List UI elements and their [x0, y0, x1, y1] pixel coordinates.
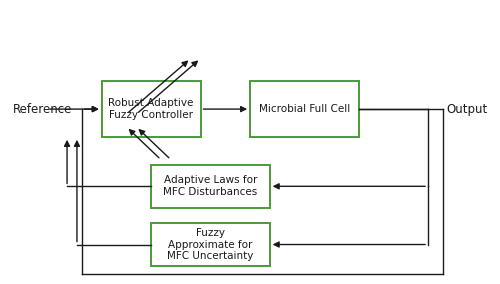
Text: Output: Output — [446, 103, 488, 116]
Text: Fuzzy
Approximate for
MFC Uncertainty: Fuzzy Approximate for MFC Uncertainty — [168, 228, 254, 261]
Text: Microbial Full Cell: Microbial Full Cell — [259, 104, 350, 114]
Text: Robust Adaptive
Fuzzy Controller: Robust Adaptive Fuzzy Controller — [108, 98, 194, 120]
Text: Adaptive Laws for
MFC Disturbances: Adaptive Laws for MFC Disturbances — [164, 176, 258, 197]
FancyBboxPatch shape — [102, 81, 200, 137]
FancyBboxPatch shape — [151, 165, 270, 208]
Text: Reference: Reference — [12, 103, 72, 116]
FancyBboxPatch shape — [151, 223, 270, 266]
FancyBboxPatch shape — [250, 81, 359, 137]
